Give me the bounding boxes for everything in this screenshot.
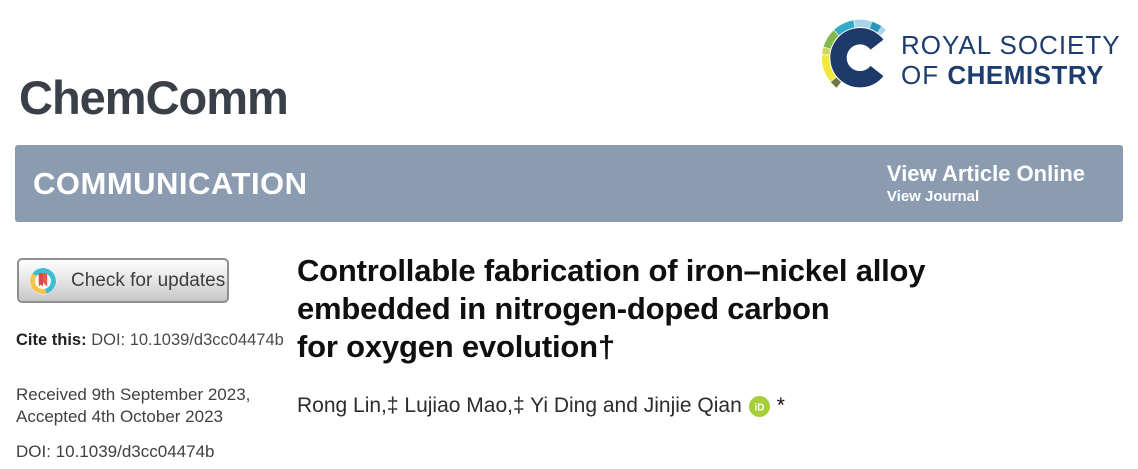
view-article-online-link[interactable]: View Article Online	[886, 161, 1085, 186]
title-line-1: Controllable fabrication of iron–nickel …	[297, 253, 926, 288]
history-dates: Received 9th September 2023, Accepted 4t…	[16, 384, 250, 428]
title-line-3: for oxygen evolution†	[297, 329, 615, 364]
crossmark-icon	[29, 267, 57, 294]
received-date: Received 9th September 2023,	[16, 385, 251, 404]
article-type-banner: COMMUNICATION View Article Online View J…	[15, 145, 1123, 222]
rsc-logo-text: ROYAL SOCIETY OF CHEMISTRY	[901, 30, 1121, 90]
authors-line: Rong Lin,‡ Lujiao Mao,‡ Yi Ding and Jinj…	[297, 394, 785, 418]
cite-this-line: Cite this: DOI: 10.1039/d3cc04474b	[16, 331, 284, 350]
authors-text: Rong Lin,‡ Lujiao Mao,‡ Yi Ding and Jinj…	[297, 394, 742, 417]
accepted-date: Accepted 4th October 2023	[16, 407, 223, 426]
corresponding-author-asterisk: *	[776, 394, 785, 417]
view-journal-link[interactable]: View Journal	[886, 188, 980, 205]
cite-this-label: Cite this:	[16, 331, 87, 349]
orcid-id-icon[interactable]: iD	[748, 395, 770, 417]
banner-links: View Article Online View Journal	[887, 162, 1085, 206]
rsc-logo-icon	[821, 19, 899, 96]
check-updates-label: Check for updates	[71, 269, 226, 291]
article-title: Controllable fabrication of iron–nickel …	[297, 252, 926, 366]
journal-title: ChemComm	[19, 71, 289, 124]
doi-line: DOI: 10.1039/d3cc04474b	[16, 442, 215, 461]
rsc-text-line1: ROYAL SOCIETY	[901, 30, 1121, 60]
title-line-2: embedded in nitrogen-doped carbon	[297, 291, 830, 326]
svg-text:iD: iD	[754, 402, 764, 413]
rsc-text-line2: OF CHEMISTRY	[901, 60, 1104, 90]
check-for-updates-button[interactable]: Check for updates	[17, 258, 229, 303]
article-type-label: COMMUNICATION	[33, 165, 308, 201]
cite-this-doi: DOI: 10.1039/d3cc04474b	[91, 331, 284, 349]
